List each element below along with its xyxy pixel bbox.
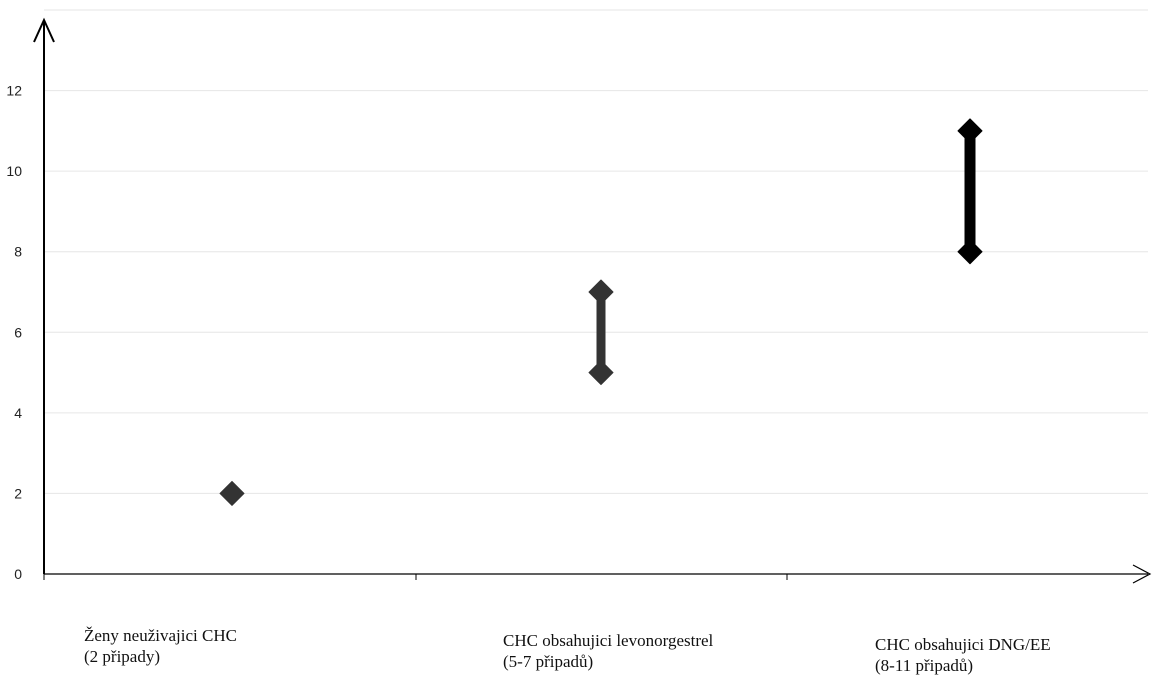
marker-high-2 — [957, 118, 983, 144]
axes — [33, 17, 1152, 584]
category-label-1-count: (5-7 připadů) — [503, 652, 594, 671]
marker-low-0 — [219, 480, 245, 506]
y-tick-labels: 0 2 4 6 8 10 12 — [6, 83, 22, 582]
category-label-1: CHC obsahujici levonorgestrel (5-7 připa… — [503, 630, 713, 672]
y-tick-label: 12 — [6, 83, 22, 99]
y-tick-label: 2 — [14, 485, 22, 501]
category-label-0-name: Ženy neuživajici CHC — [84, 626, 237, 645]
y-tick-label: 10 — [6, 163, 22, 179]
category-label-2-count: (8-11 připadů) — [875, 656, 974, 675]
y-tick-label: 4 — [14, 405, 22, 421]
category-label-1-name: CHC obsahujici levonorgestrel — [503, 631, 714, 650]
data-marks — [219, 118, 983, 506]
category-label-0: Ženy neuživajici CHC (2 připady) — [84, 625, 237, 667]
x-axis-arrow — [1132, 564, 1152, 584]
y-tick-label: 0 — [14, 566, 22, 582]
y-tick-label: 8 — [14, 244, 22, 260]
y-tick-label: 6 — [14, 324, 22, 340]
category-label-2-name: CHC obsahujici DNG/EE — [875, 635, 1051, 654]
marker-high-1 — [588, 279, 614, 305]
marker-low-2 — [957, 239, 983, 265]
marker-low-1 — [588, 360, 614, 386]
gridlines — [44, 9, 1148, 494]
y-axis-arrow — [33, 17, 55, 43]
category-label-2: CHC obsahujici DNG/EE (8-11 připadů) — [875, 634, 1051, 676]
category-label-0-count: (2 připady) — [84, 647, 161, 666]
